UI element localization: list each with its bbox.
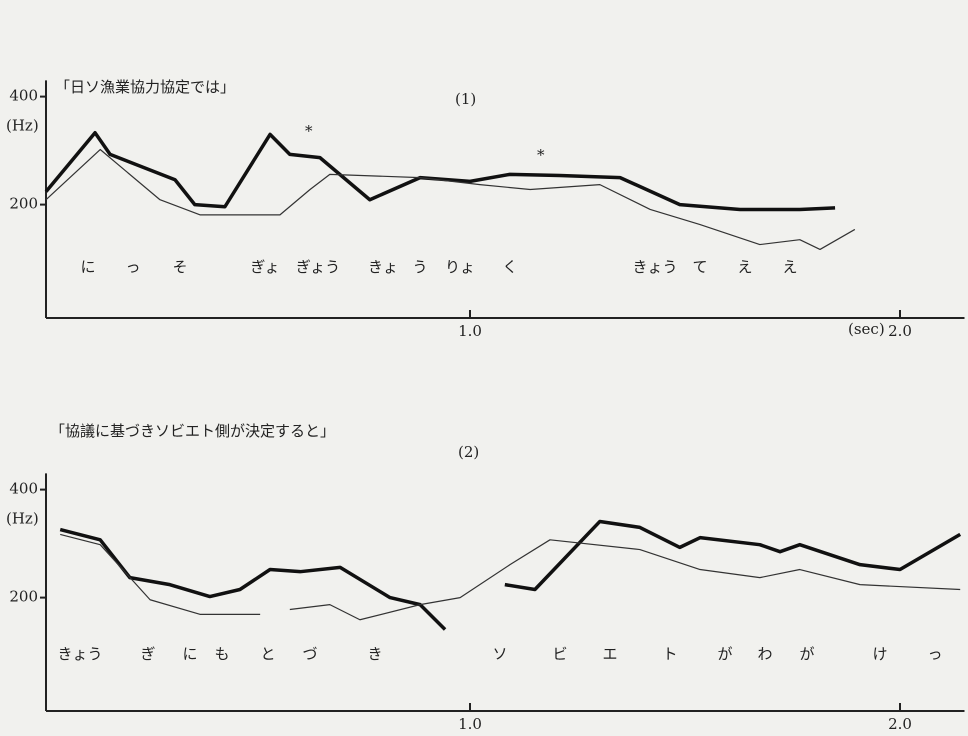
syllable: っ xyxy=(927,645,942,663)
syllable: も xyxy=(214,645,229,663)
asterisk: * xyxy=(305,122,313,140)
syllable: が xyxy=(717,645,732,663)
x-tick-label: 1.0 xyxy=(458,715,482,733)
y-tick-label: 400 xyxy=(9,480,38,498)
page: 200400(Hz)1.02.0(sec)「日ソ漁業協力協定では」(1)**にっ… xyxy=(0,0,968,736)
pitch-contour xyxy=(46,133,835,210)
syllable: づ xyxy=(302,645,317,663)
x-unit: (sec) xyxy=(848,320,885,338)
syllable: ソ xyxy=(492,645,507,663)
x-tick-label: 1.0 xyxy=(458,322,482,340)
syllable: ぎ xyxy=(140,645,155,663)
syllable: ぎょ xyxy=(250,258,279,276)
y-tick-label: 200 xyxy=(9,195,38,213)
panel-label: (1) xyxy=(455,90,476,108)
y-tick-label: 200 xyxy=(9,588,38,606)
syllable: ト xyxy=(662,645,677,663)
syllable: きょ xyxy=(368,258,398,276)
syllable: きょう xyxy=(57,645,102,663)
y-unit: (Hz) xyxy=(6,510,39,528)
syllable: き xyxy=(367,645,382,663)
syllable: に xyxy=(182,645,197,663)
syllable: が xyxy=(799,645,814,663)
syllable: ぎょう xyxy=(296,258,340,276)
syllable: っ xyxy=(125,258,140,276)
syllable: え xyxy=(782,258,797,276)
panel-label: (2) xyxy=(458,443,479,461)
asterisk: * xyxy=(537,146,545,164)
syllable: け xyxy=(872,645,887,663)
syllable: く xyxy=(502,258,517,276)
pitch-contour xyxy=(60,534,960,619)
chart-title: 「協議に基づきソビエト側が決定すると」 xyxy=(50,422,335,440)
syllable: て xyxy=(692,258,707,276)
syllable: わ xyxy=(757,645,772,663)
syllable: に xyxy=(80,258,95,276)
syllable: りょ xyxy=(445,258,475,276)
syllable: エ xyxy=(602,645,617,663)
y-tick-label: 400 xyxy=(9,87,38,105)
chart-title: 「日ソ漁業協力協定では」 xyxy=(55,78,235,96)
x-tick-label: 2.0 xyxy=(888,715,912,733)
y-unit: (Hz) xyxy=(6,117,39,135)
syllable: そ xyxy=(172,258,187,276)
x-tick-label: 2.0 xyxy=(888,322,912,340)
syllable: と xyxy=(260,645,275,663)
syllable: きょう xyxy=(632,258,677,276)
pitch-contour xyxy=(46,150,855,250)
syllable: ビ xyxy=(552,645,567,663)
syllable: え xyxy=(737,258,752,276)
syllable: う xyxy=(412,258,427,276)
